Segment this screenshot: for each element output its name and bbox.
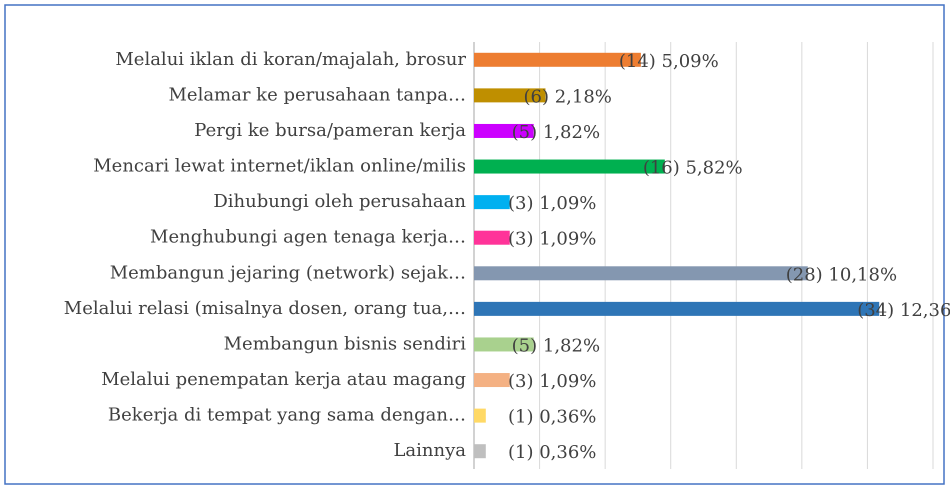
data-label: (1) 0,36% — [508, 442, 596, 463]
y-tick-label: Melalui penempatan kerja atau magang — [101, 369, 466, 390]
bar — [474, 88, 546, 103]
data-label: (34) 12,36% — [857, 300, 950, 321]
bar — [474, 159, 665, 174]
bar — [474, 301, 880, 316]
bar — [474, 408, 486, 423]
bar — [474, 230, 510, 245]
y-tick-label: Melamar ke perusahaan tanpa… — [168, 84, 466, 105]
bar — [474, 195, 510, 210]
y-tick-label: Membangun bisnis sendiri — [224, 333, 467, 354]
y-tick-label: Melalui iklan di koran/majalah, brosur — [115, 49, 466, 70]
data-label: (6) 2,18% — [523, 86, 611, 107]
bar — [474, 444, 486, 459]
y-tick-label: Bekerja di tempat yang sama dengan… — [108, 405, 466, 426]
data-label: (1) 0,36% — [508, 407, 596, 428]
bar — [474, 123, 534, 138]
bar — [474, 337, 534, 352]
y-tick-label: Melalui relasi (misalnya dosen, orang tu… — [64, 298, 466, 319]
data-label: (16) 5,82% — [643, 158, 743, 179]
data-label: (28) 10,18% — [786, 264, 897, 285]
y-tick-label: Lainnya — [393, 440, 466, 461]
data-label: (5) 1,82% — [512, 335, 600, 356]
y-tick-label: Pergi ke bursa/pameran kerja — [194, 120, 466, 141]
data-label: (3) 1,09% — [508, 193, 596, 214]
bar — [474, 266, 808, 281]
y-tick-label: Dihubungi oleh perusahaan — [213, 191, 466, 212]
bar — [474, 52, 641, 67]
y-tick-label: Membangun jejaring (network) sejak… — [110, 262, 466, 283]
data-label: (3) 1,09% — [508, 371, 596, 392]
y-tick-label: Menghubungi agen tenaga kerja… — [150, 227, 466, 248]
data-label: (5) 1,82% — [512, 122, 600, 143]
data-label: (14) 5,09% — [619, 51, 719, 72]
bar — [474, 373, 510, 388]
y-tick-label: Mencari lewat internet/iklan online/mili… — [93, 156, 466, 177]
data-label: (3) 1,09% — [508, 229, 596, 250]
